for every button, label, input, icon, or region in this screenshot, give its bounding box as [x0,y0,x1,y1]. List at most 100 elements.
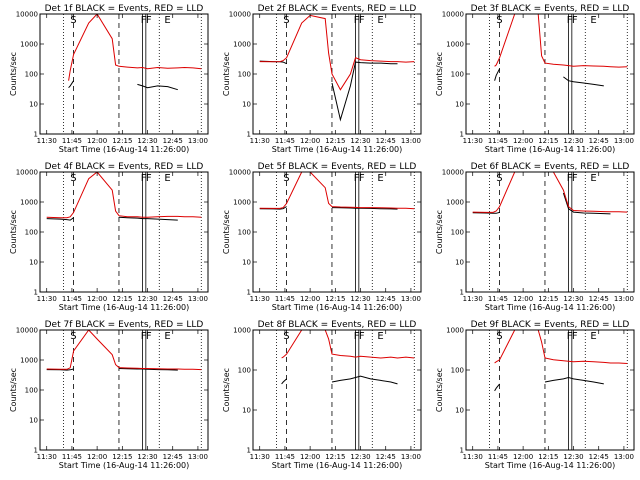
y-tick-label: 100 [25,229,38,237]
x-tick-label: 11:30 [463,295,483,303]
x-tick-label: 11:30 [463,137,483,145]
x-tick-label: 12:15 [325,453,345,461]
y-axis-label: Counts/sec [222,368,231,412]
marker-label: S [496,15,502,26]
y-tick-label: 1 [247,447,251,455]
y-tick-label: 100 [451,71,464,79]
x-tick-label: 11:45 [62,453,82,461]
marker-label: F [567,15,573,26]
x-tick-label: 12:45 [589,295,609,303]
x-tick-label: 13:00 [401,453,421,461]
marker-label: S [283,15,289,26]
x-axis-label: Start Time (16-Aug-14 11:26:00) [272,145,403,154]
x-tick-label: 12:30 [563,295,583,303]
x-tick-label: 12:00 [300,295,320,303]
x-tick-label: 12:15 [325,137,345,145]
series-lld-line [494,330,628,364]
marker-label: F [572,15,578,26]
y-tick-label: 100 [238,367,251,375]
series-events-line [46,368,178,371]
panel-title: Det 6f BLACK = Events, RED = LLD [471,162,630,172]
y-tick-label: 10000 [16,11,38,19]
y-tick-label: 100 [451,367,464,375]
x-tick-label: 11:30 [250,295,270,303]
marker-label: E [377,331,383,342]
panel-title: Det 2f BLACK = Events, RED = LLD [258,4,417,14]
plot-frame [465,171,635,293]
panel-title: Det 8f BLACK = Events, RED = LLD [258,320,417,330]
x-tick-label: 12:45 [376,137,396,145]
marker-label: S [283,331,289,342]
x-tick-label: 11:30 [463,453,483,461]
x-tick-label: 13:00 [614,453,634,461]
x-tick-label: 13:00 [401,137,421,145]
x-tick-label: 13:00 [188,295,208,303]
x-axis-label: Start Time (16-Aug-14 11:26:00) [485,145,616,154]
y-tick-label: 100 [238,71,251,79]
y-tick-label: 10 [455,101,464,109]
marker-label: F [359,15,365,26]
plot-frame [39,13,209,135]
y-tick-label: 10 [242,101,251,109]
y-tick-label: 1000 [233,327,251,335]
marker-label: E [377,173,383,184]
marker-label: E [164,173,170,184]
y-tick-label: 10000 [442,11,464,19]
plot-frame [252,329,422,451]
x-tick-label: 13:00 [614,137,634,145]
y-tick-label: 1000 [233,41,251,49]
x-axis-label: Start Time (16-Aug-14 11:26:00) [272,303,403,312]
x-tick-label: 11:45 [275,295,295,303]
x-tick-label: 12:45 [163,137,183,145]
marker-label: F [141,15,147,26]
x-tick-label: 12:45 [163,295,183,303]
x-tick-label: 12:00 [87,295,107,303]
marker-label: E [164,15,170,26]
y-tick-label: 1 [460,289,464,297]
marker-label: S [496,331,502,342]
y-tick-label: 10000 [229,169,251,177]
y-tick-label: 10000 [442,169,464,177]
x-tick-label: 12:30 [137,453,157,461]
series-events-line [259,60,398,122]
x-tick-label: 12:15 [538,295,558,303]
y-tick-label: 10 [455,259,464,267]
x-tick-label: 12:00 [513,453,533,461]
y-tick-label: 10000 [229,11,251,19]
panel-title: Det 3f BLACK = Events, RED = LLD [471,4,630,14]
series-lld-line [68,14,202,81]
series-events-line [472,192,611,215]
marker-label: F [146,173,152,184]
marker-label: E [590,173,596,184]
y-tick-label: 100 [238,229,251,237]
x-tick-label: 12:00 [87,453,107,461]
x-axis-label: Start Time (16-Aug-14 11:26:00) [59,461,190,470]
panel-title: Det 9f BLACK = Events, RED = LLD [471,320,630,330]
x-tick-label: 12:00 [513,295,533,303]
y-tick-label: 10000 [16,169,38,177]
marker-label: F [354,331,360,342]
series-lld-line [46,172,202,219]
marker-label: E [590,331,596,342]
x-tick-label: 12:30 [137,295,157,303]
y-axis-label: Counts/sec [9,368,18,412]
y-axis-label: Counts/sec [9,52,18,96]
series-lld-line [472,172,628,213]
marker-label: S [283,173,289,184]
y-axis-label: Counts/sec [222,52,231,96]
y-tick-label: 1000 [446,41,464,49]
x-tick-label: 12:15 [538,453,558,461]
x-tick-label: 12:30 [563,137,583,145]
marker-label: S [70,173,76,184]
marker-label: F [354,173,360,184]
x-tick-label: 12:30 [350,453,370,461]
marker-label: E [164,331,170,342]
y-tick-label: 1000 [233,199,251,207]
x-tick-label: 12:15 [112,295,132,303]
series-lld-line [494,14,628,68]
marker-label: F [146,331,152,342]
